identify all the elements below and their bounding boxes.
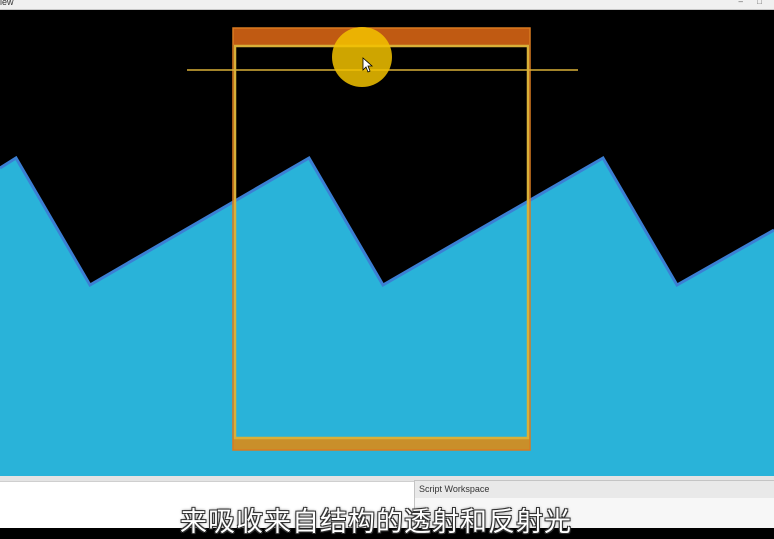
viewport-canvas (0, 27, 774, 476)
simulation-viewport[interactable] (0, 10, 774, 476)
water-region (0, 158, 774, 476)
selection-box-outer (232, 27, 531, 451)
script-workspace-title: Script Workspace (419, 484, 490, 494)
script-workspace-body[interactable] (414, 498, 774, 528)
water-edge (0, 155, 774, 288)
mouse-cursor-icon (362, 57, 374, 73)
panel-divider[interactable] (0, 476, 774, 482)
video-subtitle: 来吸收来自结构的透射和反射光 (180, 507, 572, 538)
cursor-halo (332, 27, 392, 87)
script-workspace-tab[interactable]: Script Workspace (414, 480, 774, 498)
window-controls[interactable]: – □ (738, 0, 768, 6)
window-title-bar: iew – □ (0, 0, 774, 10)
selection-box-bottom (233, 438, 530, 450)
window-title: iew (0, 0, 14, 7)
